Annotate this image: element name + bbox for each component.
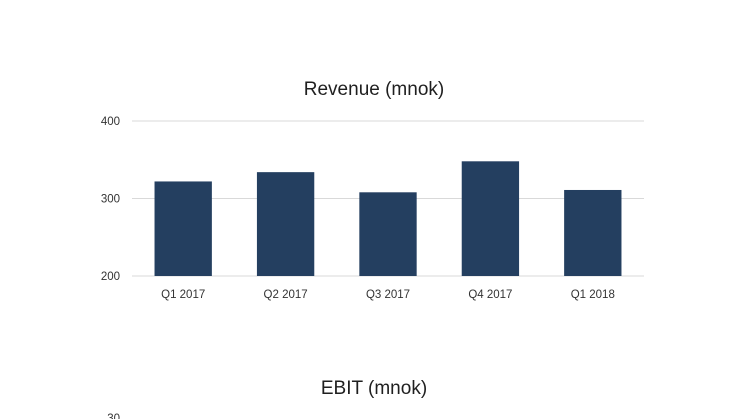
ebit-y-tick-label: 30	[107, 413, 120, 419]
revenue-x-tick-label: Q2 2017	[264, 289, 308, 301]
revenue-x-tick-label: Q1 2018	[571, 289, 615, 301]
revenue-y-tick-label: 200	[101, 271, 120, 283]
revenue-x-axis: Q1 2017 Q2 2017 Q3 2017 Q4 2017 Q1 2018	[161, 289, 615, 301]
revenue-bar	[564, 189, 622, 276]
revenue-bar	[256, 172, 315, 276]
revenue-y-tick-label: 400	[101, 116, 120, 128]
revenue-y-axis: 200 300 400	[101, 116, 120, 283]
revenue-bar	[461, 161, 520, 276]
ebit-chart: EBIT (mnok) 30	[107, 378, 427, 419]
revenue-chart-title: Revenue (mnok)	[304, 79, 444, 100]
revenue-x-tick-label: Q1 2017	[161, 289, 205, 301]
revenue-x-tick-label: Q3 2017	[366, 289, 410, 301]
revenue-x-tick-label: Q4 2017	[468, 289, 512, 301]
revenue-bars	[154, 161, 622, 276]
revenue-y-tick-label: 300	[101, 194, 120, 206]
revenue-bar	[154, 181, 212, 276]
revenue-bar	[359, 192, 417, 276]
ebit-chart-title: EBIT (mnok)	[321, 378, 427, 399]
